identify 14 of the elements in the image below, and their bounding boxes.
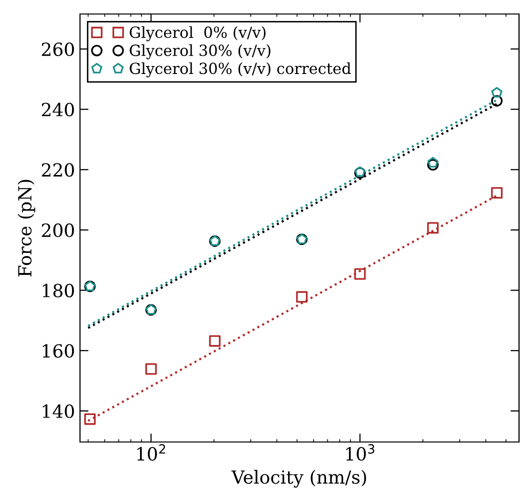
x-tick-label: 10$^{3}$ [346, 444, 374, 461]
y-tick-label: 260 [42, 42, 74, 56]
y-tick-label: 220 [42, 163, 74, 177]
legend-label: Glycerol 30% (v/v) corrected [130, 62, 351, 78]
legend-label: Glycerol 0% (v/v) [130, 26, 266, 42]
x-tick-label: 10$^{2}$ [137, 444, 166, 461]
y-tick-label: 160 [42, 344, 74, 358]
y-tick-label: 200 [42, 223, 74, 238]
legend-label: Glycerol 30% (v/v) [130, 44, 270, 60]
y-tick-label: 180 [42, 284, 74, 298]
y-tick-label: 140 [42, 404, 74, 418]
y-axis-title: Force (pN) [18, 180, 36, 277]
x-axis-title: Velocity (nm/s) [231, 470, 366, 488]
y-tick-label: 240 [42, 102, 74, 116]
